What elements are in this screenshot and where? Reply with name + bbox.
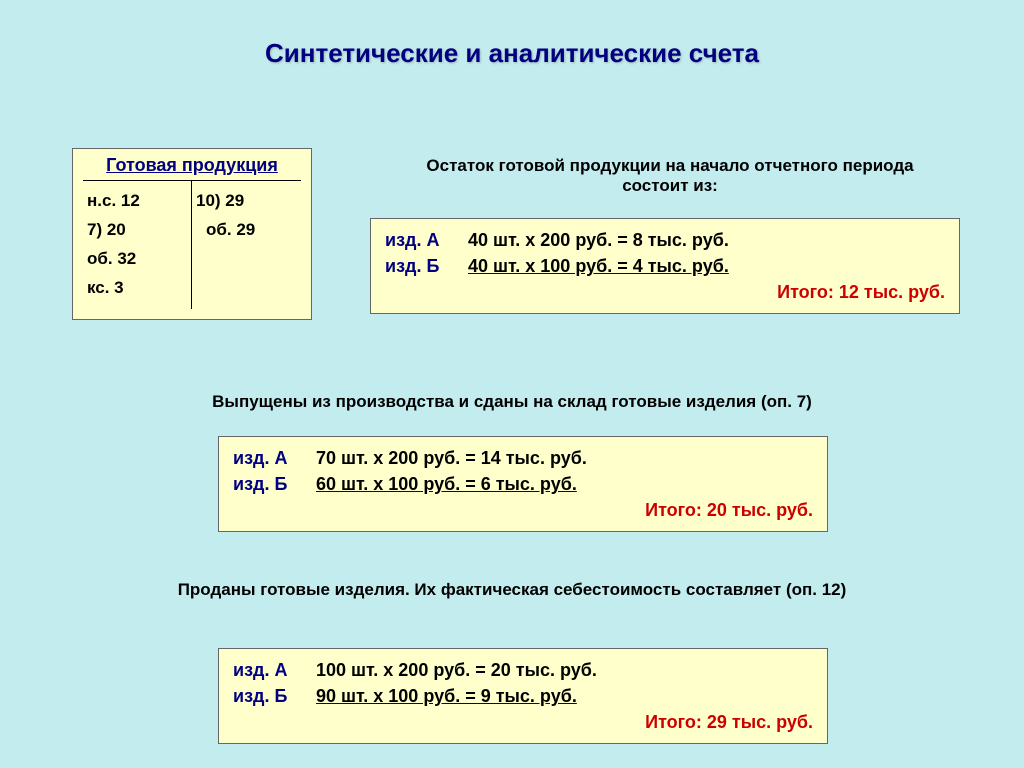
row-label: изд. А [233, 657, 311, 683]
debit-row: н.с. 12 [87, 187, 187, 216]
section1-box: изд. А 40 шт. х 200 руб. = 8 тыс. руб. и… [370, 218, 960, 314]
row-value: 90 шт. х 100 руб. = 9 тыс. руб. [316, 686, 577, 706]
t-account-header: Готовая продукция [83, 155, 301, 181]
box-total: Итого: 12 тыс. руб. [385, 279, 945, 305]
row-value: 70 шт. х 200 руб. = 14 тыс. руб. [316, 448, 587, 468]
row-value: 40 шт. х 100 руб. = 4 тыс. руб. [468, 256, 729, 276]
section2-box: изд. А 70 шт. х 200 руб. = 14 тыс. руб. … [218, 436, 828, 532]
box-row-b: изд. Б 40 шт. х 100 руб. = 4 тыс. руб. [385, 253, 945, 279]
slide-title: Синтетические и аналитические счета [0, 0, 1024, 69]
box-row-a: изд. А 100 шт. х 200 руб. = 20 тыс. руб. [233, 657, 813, 683]
row-value: 60 шт. х 100 руб. = 6 тыс. руб. [316, 474, 577, 494]
t-account-debit-col: н.с. 12 7) 20 об. 32 кс. 3 [83, 181, 192, 309]
t-account-credit-col: 10) 29 об. 29 [192, 181, 301, 309]
box-row-a: изд. А 70 шт. х 200 руб. = 14 тыс. руб. [233, 445, 813, 471]
row-value: 100 шт. х 200 руб. = 20 тыс. руб. [316, 660, 597, 680]
box-row-a: изд. А 40 шт. х 200 руб. = 8 тыс. руб. [385, 227, 945, 253]
debit-row: 7) 20 [87, 216, 187, 245]
section2-heading: Выпущены из производства и сданы на скла… [72, 392, 952, 412]
section1-heading: Остаток готовой продукции на начало отче… [400, 156, 940, 196]
box-total: Итого: 29 тыс. руб. [233, 709, 813, 735]
credit-row: об. 29 [196, 216, 297, 245]
section3-box: изд. А 100 шт. х 200 руб. = 20 тыс. руб.… [218, 648, 828, 744]
row-label: изд. А [233, 445, 311, 471]
row-label: изд. Б [385, 253, 463, 279]
box-row-b: изд. Б 60 шт. х 100 руб. = 6 тыс. руб. [233, 471, 813, 497]
row-value: 40 шт. х 200 руб. = 8 тыс. руб. [468, 230, 729, 250]
box-total: Итого: 20 тыс. руб. [233, 497, 813, 523]
debit-row: об. 32 [87, 245, 187, 274]
row-label: изд. Б [233, 683, 311, 709]
row-label: изд. А [385, 227, 463, 253]
credit-row: 10) 29 [196, 187, 297, 216]
t-account-box: Готовая продукция н.с. 12 7) 20 об. 32 к… [72, 148, 312, 320]
t-account-columns: н.с. 12 7) 20 об. 32 кс. 3 10) 29 об. 29 [83, 181, 301, 309]
section3-heading: Проданы готовые изделия. Их фактическая … [72, 580, 952, 600]
row-label: изд. Б [233, 471, 311, 497]
box-row-b: изд. Б 90 шт. х 100 руб. = 9 тыс. руб. [233, 683, 813, 709]
debit-row: кс. 3 [87, 274, 187, 303]
